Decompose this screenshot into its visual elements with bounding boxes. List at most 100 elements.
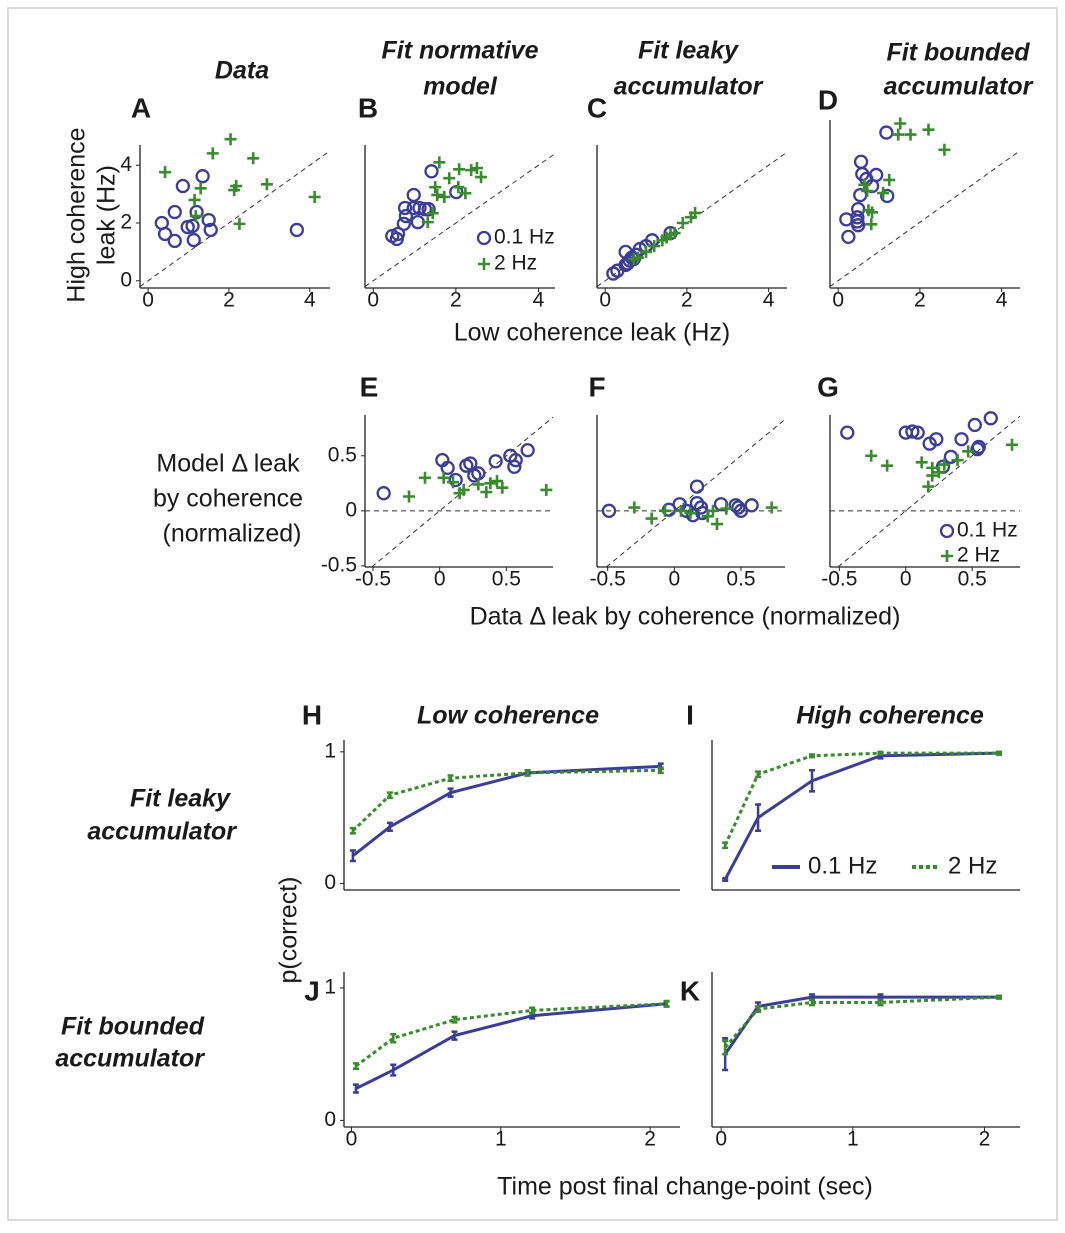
point [438,191,451,203]
point [883,173,896,186]
x-tick-label: -0.5 [590,568,626,591]
error-bar [722,876,729,883]
point [484,477,497,490]
point [488,454,503,469]
error-bar [451,1015,458,1024]
point [905,424,920,439]
point [433,156,446,169]
x-tick-label: 0.5 [492,568,521,591]
x-tick-label: 2 [914,289,926,312]
error-bar [386,821,393,833]
point [443,172,456,185]
point [247,152,260,165]
point [926,469,939,482]
point [853,154,869,169]
error-bar [995,750,1002,756]
point [631,251,644,264]
point [851,218,866,233]
point [457,483,470,496]
legend-marker [941,550,953,562]
panel-letter: A [131,92,151,123]
point [465,164,478,177]
point [429,181,442,194]
point [406,187,421,203]
point [880,188,895,204]
x-tick-label: 0 [142,289,154,312]
point [659,504,671,517]
x-tick-label: 0 [367,289,379,312]
point [689,479,705,494]
point [424,164,439,179]
point [206,147,219,160]
point [693,500,709,515]
panel-letter: K [680,975,700,1006]
panel-letter: H [302,699,322,730]
point [437,471,450,484]
x-tick-label: 0 [832,289,844,312]
point [951,454,964,467]
y-tick-label: 0 [345,498,357,521]
point [396,216,411,232]
error-bar [809,753,816,759]
point [421,216,434,229]
point [685,508,701,523]
point [475,171,488,184]
point [447,476,459,489]
point [879,125,894,140]
point [675,504,687,517]
point [841,229,856,245]
point [648,240,661,253]
series-line [355,1002,667,1090]
point [440,460,455,476]
y-tick-label: 0 [324,871,336,894]
row-label: Fit leaky [130,785,231,813]
series-line [723,751,999,846]
panel-letter: J [304,975,320,1006]
legend-marker [939,523,955,539]
legend-marker [476,230,492,246]
point [938,458,951,471]
y-tick-label: 4 [120,153,132,176]
point [480,486,493,499]
point [520,443,535,458]
panel-letter: E [360,371,379,402]
x-tick-label: 0 [346,1128,358,1151]
point [159,166,172,179]
x-tick-label: 4 [763,289,775,312]
panel-letter: F [588,371,605,402]
point [376,486,391,501]
error-bar [877,998,884,1007]
point [421,201,436,217]
y-tick-label: 0 [120,268,132,291]
x-tick-label: 2 [644,1128,656,1151]
error-bar [349,849,356,863]
point [491,475,503,488]
point [185,218,200,234]
point [840,425,855,440]
x-tick-label: 1 [847,1128,859,1151]
error-bar [755,1005,762,1013]
point [701,510,714,523]
x-axis-label: Time post final change-point (sec) [497,1173,873,1201]
point [733,503,749,518]
point [508,453,523,468]
x-tick-label: 0.5 [726,568,755,591]
panel-title: Fit bounded [886,39,1030,67]
point [618,244,633,260]
point [628,501,641,514]
error-bar [447,774,454,783]
error-bar [809,998,816,1007]
legend-label: 0.1 Hz [494,226,555,249]
identity-line [139,150,331,287]
x-axis-label: Data Δ leak by coherence (normalized) [470,603,901,631]
point [938,143,951,156]
point [167,233,182,249]
point [892,128,905,141]
x-tick-label: -0.5 [821,568,857,591]
legend-label: 0.1 Hz [957,519,1018,542]
point [865,218,878,231]
x-tick-label: 0 [434,568,446,591]
series-line [723,995,999,1055]
x-tick-label: 0 [599,289,611,312]
